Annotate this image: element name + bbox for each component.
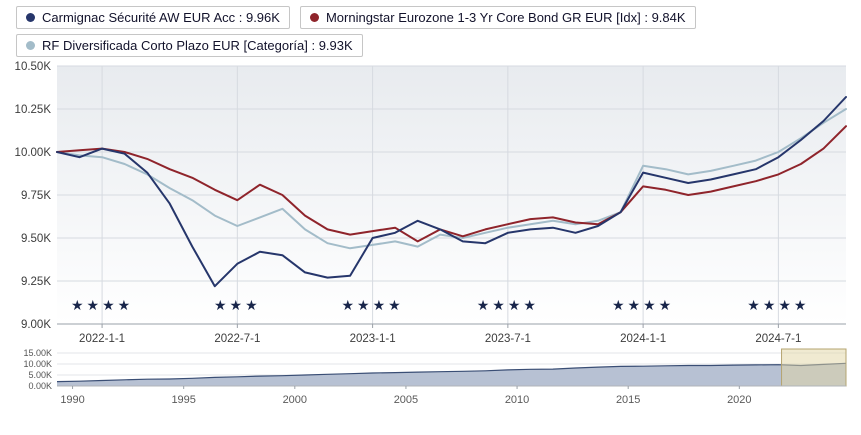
y-tick-label: 9.00K bbox=[21, 319, 51, 331]
x-tick-label: 2024-7-1 bbox=[755, 333, 801, 345]
x-tick-label: 2024-1-1 bbox=[620, 333, 666, 345]
y-tick-label: 10.00K bbox=[15, 147, 52, 159]
nav-y-tick-label: 5.00K bbox=[28, 370, 52, 380]
nav-x-tick-label: 1995 bbox=[171, 394, 195, 406]
nav-area-fill bbox=[57, 363, 846, 386]
legend-row-2: RF Diversificada Corto Plazo EUR [Catego… bbox=[16, 34, 696, 57]
nav-x-tick-label: 2020 bbox=[727, 394, 751, 406]
x-tick-label: 2023-7-1 bbox=[485, 333, 531, 345]
y-tick-label: 9.25K bbox=[21, 276, 51, 288]
x-axis-labels: 2022-1-1 2022-7-1 2023-1-1 2023-7-1 2024-1-1… bbox=[79, 324, 801, 345]
nav-area-line bbox=[56, 362, 847, 383]
series-line[interactable] bbox=[56, 96, 847, 288]
nav-x-tick-label: 2010 bbox=[505, 394, 529, 406]
fund-series-color-dot bbox=[26, 13, 35, 22]
x-tick-label: 2023-1-1 bbox=[350, 333, 396, 345]
fund-series-label: Carmignac Sécurité AW EUR Acc : 9.96K bbox=[42, 10, 280, 25]
nav-x-axis-labels: 1990 1995 2000 2005 2010 2015 2020 bbox=[60, 386, 752, 406]
nav-y-tick-label: 15.00K bbox=[23, 348, 52, 358]
star-rating: ★★★★ bbox=[612, 297, 674, 313]
star-rating: ★★★★ bbox=[71, 297, 133, 313]
nav-y-tick-label: 0.00K bbox=[28, 381, 52, 391]
nav-x-tick-label: 2015 bbox=[616, 394, 640, 406]
star-rating: ★★★★ bbox=[747, 297, 809, 313]
category-series-label: RF Diversificada Corto Plazo EUR [Catego… bbox=[42, 38, 353, 53]
y-tick-label: 10.50K bbox=[15, 61, 52, 73]
y-axis-labels: 9.00K 9.25K 9.50K 9.75K 10.00K 10.25K 10.50K bbox=[15, 61, 52, 331]
category-series-color-dot bbox=[26, 41, 35, 50]
nav-y-tick-label: 10.00K bbox=[23, 359, 52, 369]
legend-item-fund[interactable]: Carmignac Sécurité AW EUR Acc : 9.96K bbox=[16, 6, 290, 29]
index-series-color-dot bbox=[309, 13, 319, 22]
star-rating: ★★★ bbox=[214, 297, 261, 313]
star-rating: ★★★★ bbox=[477, 297, 539, 313]
nav-x-tick-label: 1990 bbox=[60, 394, 84, 406]
legend-row-1: Carmignac Sécurité AW EUR Acc : 9.96K Mo… bbox=[16, 6, 696, 29]
legend-item-category[interactable]: RF Diversificada Corto Plazo EUR [Catego… bbox=[16, 34, 363, 57]
star-rating: ★★★★ bbox=[341, 297, 403, 313]
index-series-label: Morningstar Eurozone 1-3 Yr Core Bond GR… bbox=[325, 10, 686, 25]
legend-item-index[interactable]: Morningstar Eurozone 1-3 Yr Core Bond GR… bbox=[299, 6, 696, 29]
series-lines bbox=[56, 96, 847, 288]
nav-x-tick-label: 2005 bbox=[394, 394, 418, 406]
y-tick-label: 10.25K bbox=[15, 104, 52, 116]
nav-x-tick-label: 2000 bbox=[283, 394, 307, 406]
y-tick-label: 9.50K bbox=[21, 233, 51, 245]
y-tick-label: 9.75K bbox=[21, 190, 51, 202]
growth-chart[interactable]: 9.00K 9.25K 9.50K 9.75K 10.00K 10.25K 10.50K 20… bbox=[0, 54, 861, 346]
star-rating-markers: ★★★★ ★★★ ★★★★ ★★★★ ★★★★ ★★★★ bbox=[71, 297, 809, 313]
series-line[interactable] bbox=[56, 125, 847, 243]
navigator-selection[interactable] bbox=[781, 348, 847, 387]
x-tick-label: 2022-1-1 bbox=[79, 333, 125, 345]
x-tick-label: 2022-7-1 bbox=[214, 333, 260, 345]
chart-legend: Carmignac Sécurité AW EUR Acc : 9.96K Mo… bbox=[16, 6, 696, 62]
